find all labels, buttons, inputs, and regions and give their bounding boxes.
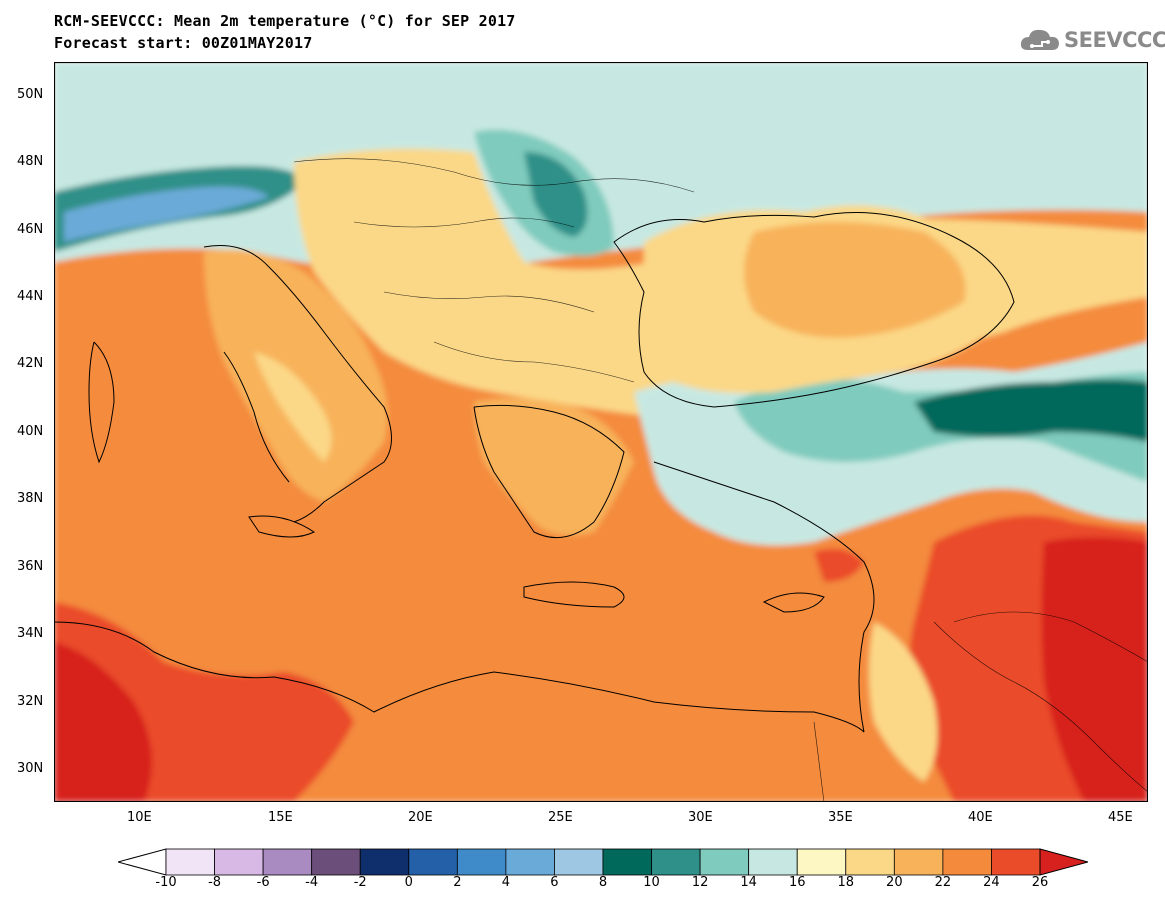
coastlines: [53, 212, 1015, 733]
sicily-coast: [248, 515, 315, 538]
colorbar-swatch: [893, 848, 944, 876]
zone-26-arabia: [1041, 537, 1148, 802]
colorbar-tick-label: 24: [983, 875, 1000, 890]
lat-label: 50N: [17, 87, 44, 102]
lat-label: 40N: [17, 424, 44, 439]
logo-text: SEEVCCC: [1064, 28, 1165, 52]
anatolia-levant-coast: [653, 461, 875, 733]
map-canvas: [53, 61, 1149, 803]
lat-label: 46N: [17, 222, 44, 237]
zone-18-jordan: [869, 622, 938, 782]
crete-coast: [523, 581, 625, 608]
zone-8-caucasus: [914, 379, 1148, 442]
colorbar-tick-label: -10: [155, 875, 177, 890]
black-sea-22: [744, 222, 966, 338]
colorbar-tick-label: 20: [886, 875, 903, 890]
colorbar-tick-label: -8: [208, 875, 222, 890]
colorbar-swatch: [456, 848, 507, 876]
zone-26-levant: [814, 548, 864, 582]
seevccc-logo: SEEVCCC: [1018, 24, 1165, 56]
zone-24-egypt: [434, 676, 864, 802]
greece-coast: [473, 404, 625, 539]
colorbar-swatch: [408, 848, 458, 876]
colorbar-over-triangle: [1039, 848, 1090, 876]
border-north: [293, 158, 695, 193]
zone-4-alps: [64, 186, 269, 242]
apennines-18: [254, 352, 332, 462]
colorbar-swatch: [699, 848, 750, 876]
colorbar-tick-label: 22: [934, 875, 952, 890]
colorbar-tick-label: 6: [550, 875, 559, 890]
cyprus-coast: [762, 592, 825, 613]
italy-coast: [203, 245, 392, 523]
north-africa-coast: [53, 621, 865, 733]
colorbar-swatch: [311, 848, 361, 876]
lon-label: 20E: [408, 810, 433, 825]
colorbar-swatch: [748, 848, 798, 876]
colorbar-tick-label: 2: [453, 875, 462, 890]
border-pannonian: [353, 217, 575, 228]
zone-26-algeria: [54, 642, 152, 802]
colorbar-tick-label: -4: [305, 875, 319, 890]
lon-label: 10E: [127, 810, 152, 825]
border-middle-east: [933, 621, 1149, 793]
colorbar-swatch: [554, 848, 604, 876]
colorbar-tick-label: 10: [643, 875, 660, 890]
colorbar-swatch: [942, 848, 992, 876]
colorbar-tick-label: 26: [1031, 875, 1049, 890]
colorbar-tick-label: 16: [788, 875, 806, 890]
colorbar-tick-label: 8: [598, 875, 608, 890]
colorbar-tick-label: 4: [501, 875, 511, 890]
zone-10-carpathians: [524, 152, 588, 237]
colorbar-swatch: [262, 848, 313, 876]
colorbar-tick-label: 18: [837, 875, 855, 890]
lon-label: 25E: [548, 810, 573, 825]
greece-22: [474, 398, 634, 536]
border-south-balkan: [433, 341, 635, 383]
lat-label: 34N: [17, 626, 44, 641]
lat-label: 36N: [17, 559, 44, 574]
colorbar-tick-label: 12: [691, 875, 709, 890]
lon-label: 30E: [688, 810, 713, 825]
colorbar-swatch: [505, 848, 555, 876]
border-egypt: [813, 721, 825, 803]
lon-label: 40E: [968, 810, 993, 825]
colorbar-tick-label: 14: [740, 875, 757, 890]
black-sea-coast: [613, 212, 1015, 408]
map-title: RCM-SEEVCCC: Mean 2m temperature (°C) fo…: [54, 12, 516, 30]
colorbar-swatch: [651, 848, 701, 876]
colorbar-swatch: [991, 848, 1041, 876]
lon-label: 35E: [828, 810, 853, 825]
country-borders: [293, 158, 1149, 803]
colorbar-tick-label: -6: [256, 875, 270, 890]
lat-label: 42N: [17, 356, 44, 371]
colorbar-svg: [116, 848, 1090, 876]
map-frame: [53, 61, 1149, 803]
border-balkan: [383, 291, 595, 313]
lat-label: 30N: [17, 761, 44, 776]
colorbar: [116, 848, 1090, 876]
lat-label: 32N: [17, 694, 44, 709]
lon-label: 45E: [1108, 810, 1133, 825]
colorbar-swatch: [214, 848, 264, 876]
colorbar-tick-label: 0: [404, 875, 413, 890]
lon-label: 15E: [268, 810, 293, 825]
colorbar-swatch: [796, 848, 847, 876]
lat-label: 38N: [17, 491, 44, 506]
colorbar-swatch: [845, 848, 895, 876]
colorbar-swatch: [359, 848, 410, 876]
colorbar-tick-label: -2: [353, 875, 367, 890]
lat-label: 48N: [17, 154, 44, 169]
temperature-map: [53, 61, 1149, 803]
forecast-start: Forecast start: 00Z01MAY2017: [54, 34, 313, 52]
colorbar-swatch: [165, 848, 215, 876]
sardinia-corsica-coast: [88, 341, 115, 464]
colorbar-under-triangle: [116, 848, 167, 876]
cloud-icon: [1020, 29, 1059, 50]
colorbar-swatch: [602, 848, 652, 876]
lat-label: 44N: [17, 289, 44, 304]
border-syria-iraq: [953, 611, 1149, 663]
